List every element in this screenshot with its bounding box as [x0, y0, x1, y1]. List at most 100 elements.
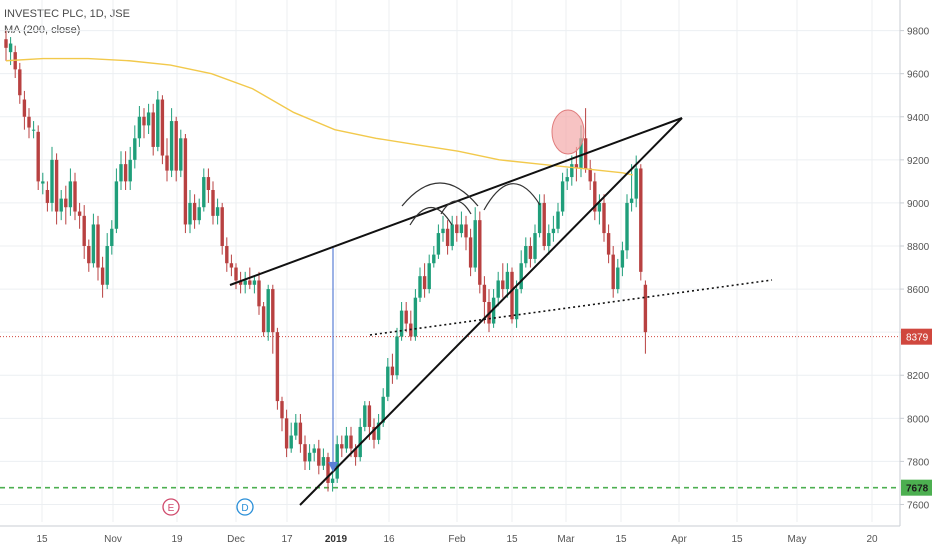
- candle-body: [547, 233, 551, 246]
- candle-body: [243, 280, 247, 285]
- support-price-badge: [901, 479, 932, 496]
- candle-body: [593, 181, 597, 212]
- candle-body: [41, 181, 45, 184]
- candle-body: [128, 159, 132, 182]
- candle-body: [91, 224, 96, 264]
- candle-body: [165, 155, 169, 171]
- candle-body: [422, 276, 427, 290]
- candle-body: [22, 99, 27, 117]
- candle-body: [321, 457, 326, 466]
- event-marker-e: [162, 498, 180, 516]
- candle-body: [519, 263, 523, 290]
- candle-body: [18, 69, 22, 96]
- last-price-badge: [901, 328, 932, 345]
- candle-body: [482, 284, 487, 303]
- candle-body: [160, 99, 165, 156]
- candle-body: [271, 289, 275, 333]
- candle-body: [266, 289, 270, 333]
- support-price-label: 7678: [906, 484, 929, 495]
- candle-body: [376, 422, 381, 440]
- pattern-arc: [409, 207, 453, 226]
- candle-body: [229, 263, 234, 268]
- candle-body: [505, 271, 510, 290]
- candle-body: [169, 121, 174, 171]
- lower-trendline: [299, 117, 683, 506]
- y-tick-label: 9600: [907, 70, 930, 81]
- event-label-d: D: [241, 503, 248, 514]
- candle-body: [284, 418, 289, 449]
- candle-body: [119, 164, 123, 182]
- candle-body: [528, 246, 533, 259]
- candle-body: [54, 159, 59, 212]
- candle-body: [551, 228, 556, 234]
- candle-body: [156, 99, 160, 147]
- candle-body: [501, 280, 505, 290]
- x-tick-label: May: [788, 534, 807, 545]
- candle-body: [303, 444, 307, 462]
- candles: [4, 30, 648, 492]
- candle-body: [629, 198, 634, 203]
- candle-body: [261, 306, 266, 333]
- candle-body: [533, 233, 537, 259]
- y-tick-label: 9000: [907, 199, 930, 210]
- candle-body: [215, 207, 220, 216]
- candle-body: [307, 452, 312, 462]
- candle-body: [73, 181, 77, 212]
- support-levels: [0, 336, 900, 489]
- x-tick-label: 20: [866, 534, 878, 545]
- candle-body: [565, 177, 569, 182]
- pattern-arc: [483, 183, 541, 211]
- candle-body: [436, 233, 441, 255]
- candle-body: [639, 168, 643, 272]
- candle-body: [441, 228, 445, 234]
- x-tick-label: Apr: [671, 534, 687, 545]
- event-marker-d: [236, 498, 254, 516]
- candle-body: [390, 366, 395, 376]
- candle-body: [473, 220, 477, 268]
- candle-body: [211, 189, 215, 216]
- candle-body: [64, 198, 68, 208]
- candle-body: [542, 202, 546, 246]
- candle-body: [192, 202, 197, 221]
- candle-body: [31, 129, 36, 131]
- candle-body: [367, 405, 372, 427]
- candle-body: [606, 233, 611, 255]
- y-tick-label: 8800: [907, 242, 930, 253]
- y-tick-label: 9800: [907, 27, 930, 38]
- candle-body: [478, 220, 482, 285]
- candle-body: [418, 276, 422, 298]
- candle-body: [579, 138, 583, 169]
- candle-body: [234, 267, 238, 281]
- candle-body: [570, 164, 574, 178]
- candle-body: [326, 457, 330, 483]
- candle-body: [257, 280, 261, 307]
- candle-body: [588, 168, 592, 182]
- candle-body: [59, 198, 63, 212]
- candle-body: [445, 228, 450, 246]
- y-tick-label: 8000: [907, 414, 930, 425]
- candle-body: [459, 224, 464, 234]
- candle-body: [114, 181, 119, 229]
- candle-body: [427, 263, 431, 290]
- event-label-e: E: [168, 503, 175, 514]
- pattern-arc: [401, 182, 479, 207]
- candle-body: [464, 224, 468, 238]
- candle-body: [197, 207, 201, 221]
- candle-body: [358, 426, 362, 458]
- drawings: [229, 109, 773, 506]
- candle-body: [96, 224, 100, 268]
- candle-body: [510, 271, 514, 320]
- y-tick-label: 9200: [907, 156, 930, 167]
- candle-body: [82, 215, 86, 246]
- y-tick-label: 7800: [907, 457, 930, 468]
- candle-body: [77, 211, 82, 216]
- x-tick-label: Mar: [557, 534, 575, 545]
- x-tick-label: 2019: [325, 534, 348, 545]
- candle-body: [602, 202, 606, 234]
- candle-body: [556, 211, 560, 229]
- candle-body: [220, 207, 224, 246]
- candle-body: [395, 336, 399, 376]
